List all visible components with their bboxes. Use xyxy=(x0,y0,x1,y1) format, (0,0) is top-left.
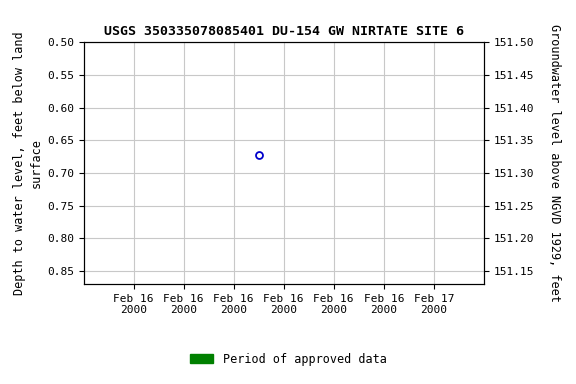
Legend: Period of approved data: Period of approved data xyxy=(185,348,391,371)
Y-axis label: Groundwater level above NGVD 1929, feet: Groundwater level above NGVD 1929, feet xyxy=(548,24,561,302)
Title: USGS 350335078085401 DU-154 GW NIRTATE SITE 6: USGS 350335078085401 DU-154 GW NIRTATE S… xyxy=(104,25,464,38)
Y-axis label: Depth to water level, feet below land
surface: Depth to water level, feet below land su… xyxy=(13,31,43,295)
